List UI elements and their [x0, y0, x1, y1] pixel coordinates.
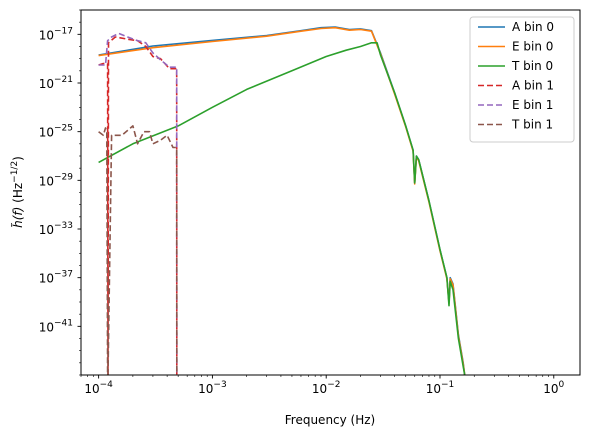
series-line-5 — [98, 32, 178, 375]
y-tick-label: 10−33 — [39, 221, 73, 237]
x-tick-label: 10−4 — [84, 380, 113, 396]
x-tick-label: 100 — [543, 380, 564, 396]
legend-label: A bin 0 — [512, 20, 554, 34]
y-tick-label: 10−37 — [39, 270, 73, 286]
y-axis: 10−17 10−21 10−25 10−29 10−33 10−37 10−41 — [39, 9, 81, 376]
series-layer — [98, 26, 466, 375]
legend-box — [469, 16, 575, 143]
y-tick-label: 10−29 — [39, 172, 74, 188]
x-tick-label: 10−3 — [198, 380, 227, 396]
y-tick-label: 10−21 — [39, 75, 73, 91]
legend: A bin 0 E bin 0 T bin 0 A bin 1 E bin 1 T bin… — [469, 16, 575, 143]
x-axis: 10−4 10−3 10−2 10−1 100 — [80, 375, 565, 396]
y-tick-label: 10−41 — [39, 318, 73, 334]
series-line-1 — [98, 26, 466, 375]
x-tick-label: 10−2 — [312, 380, 341, 396]
legend-label: T bin 1 — [511, 118, 553, 132]
series-line-3 — [98, 41, 466, 375]
series-line-6 — [98, 125, 178, 375]
y-axis-label: h̃(f) (Hz−1/2) — [10, 156, 25, 228]
series-line-4 — [98, 36, 178, 375]
x-tick-label: 10−1 — [426, 380, 455, 396]
legend-label: A bin 1 — [512, 79, 554, 93]
y-tick-label: 10−17 — [39, 26, 73, 42]
legend-label: E bin 0 — [512, 40, 553, 54]
legend-label: T bin 0 — [511, 59, 553, 73]
legend-label: E bin 1 — [512, 98, 553, 112]
x-axis-label: Frequency (Hz) — [285, 413, 376, 427]
series-line-2 — [98, 26, 466, 375]
y-tick-label: 10−25 — [39, 124, 73, 140]
